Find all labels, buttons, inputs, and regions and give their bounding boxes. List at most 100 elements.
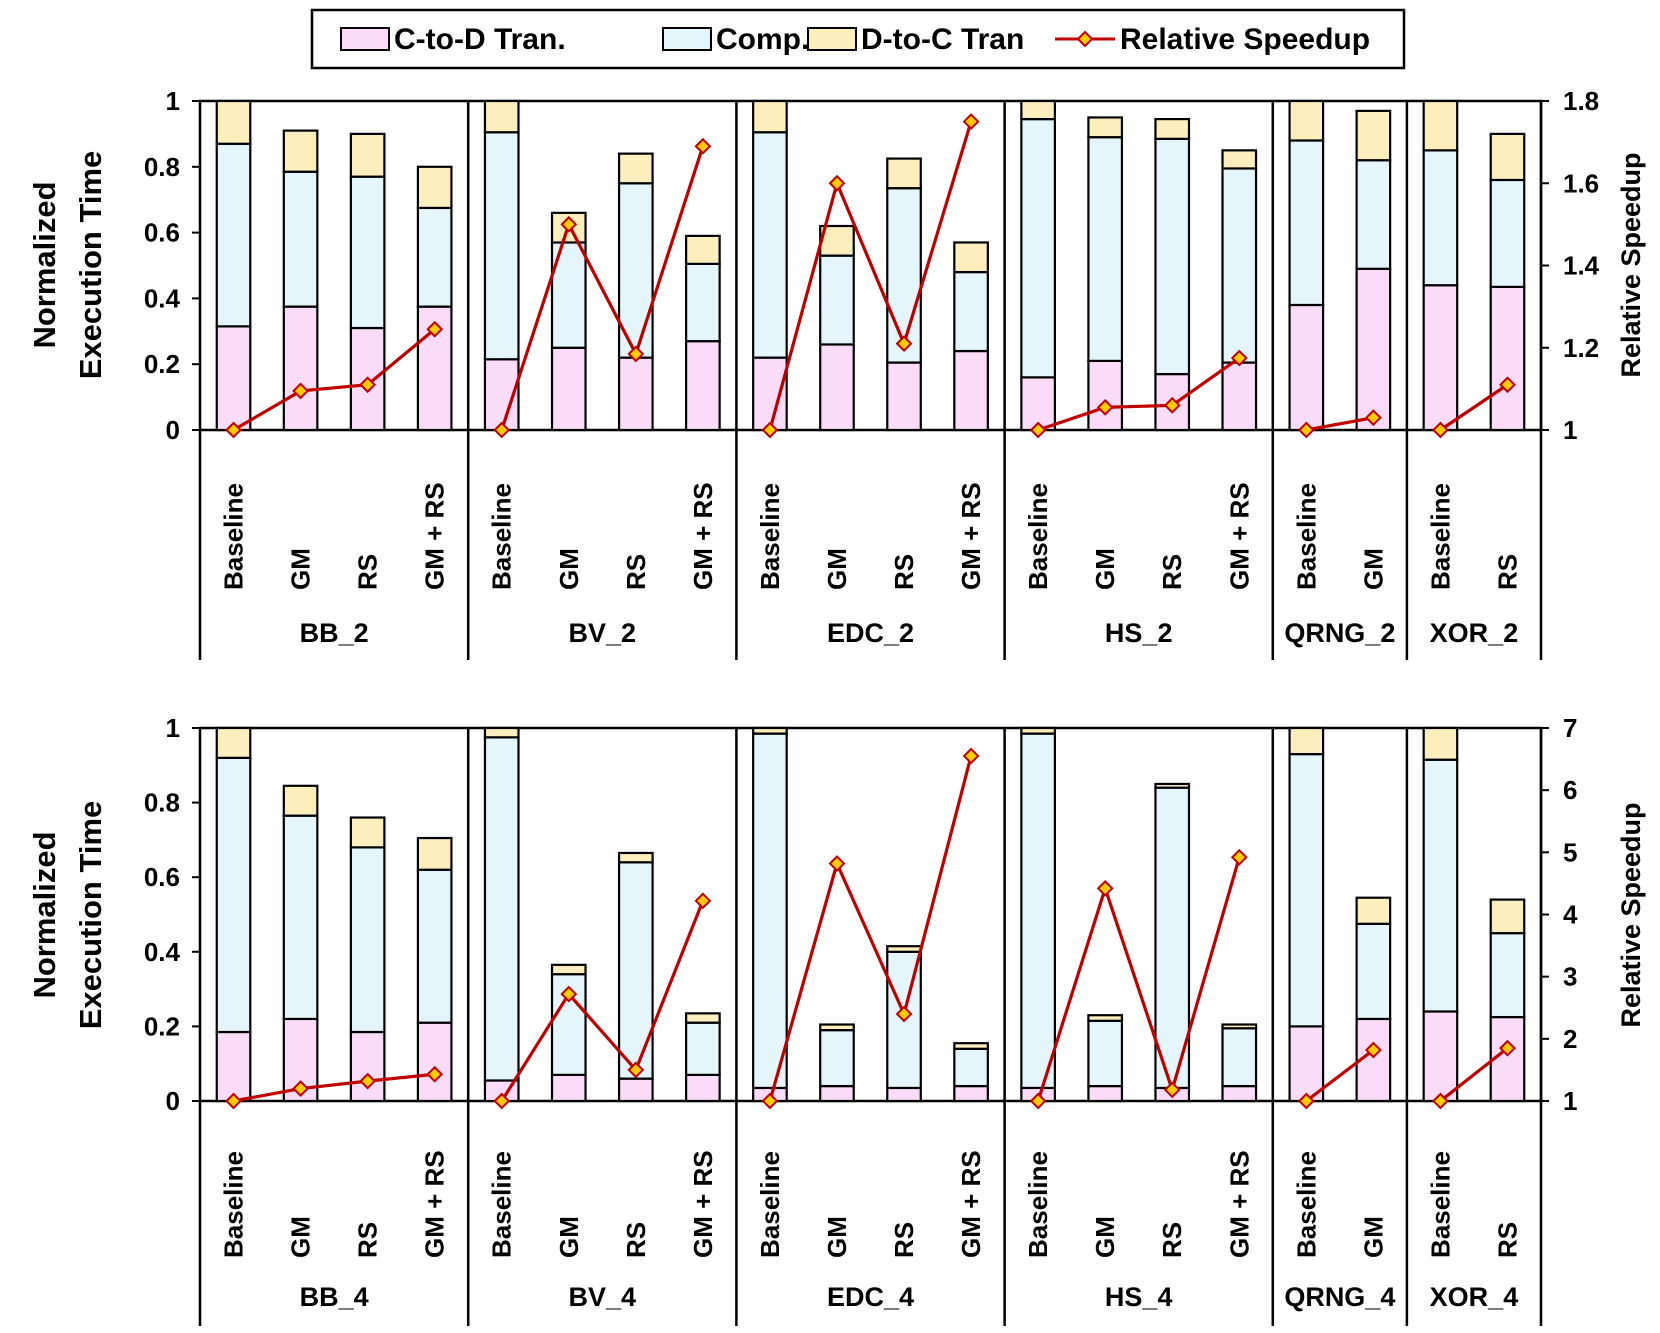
bar-segment-comp (752, 131, 788, 359)
speedup-marker (1163, 396, 1181, 414)
bar-segment-d2c (282, 784, 319, 817)
speedup-line (1036, 856, 1241, 1102)
speedup-marker (1096, 398, 1114, 416)
bar-segment-d2c (1422, 99, 1459, 152)
bar-segment-c2d (685, 340, 721, 432)
bar-segment-c2d (1422, 1010, 1459, 1103)
y2-tick-label: 1 (1563, 1086, 1577, 1116)
category-label: GM + RS (956, 482, 986, 590)
bar-segment-c2d (819, 1084, 855, 1103)
speedup-marker (1432, 1092, 1449, 1110)
bar-segment-c2d (215, 1030, 252, 1103)
bar-segment-d2c (483, 99, 520, 134)
speedup-marker (426, 1065, 444, 1083)
group-label: QRNG_2 (1284, 618, 1395, 648)
bar-segment-d2c (1489, 132, 1526, 182)
bar-segment-c2d (550, 346, 587, 432)
speedup-marker (627, 1061, 645, 1079)
bar-segment-c2d (953, 1084, 989, 1103)
group-label: BB_4 (300, 1282, 369, 1312)
bar-segment-comp (1422, 758, 1459, 1013)
bar-segment-d2c (349, 132, 386, 178)
bar-segment-comp (1288, 753, 1325, 1028)
legend-swatch-c2d (340, 27, 390, 51)
group-label: BV_4 (569, 1282, 637, 1312)
bar-segment-c2d (1288, 303, 1325, 432)
category-label: RS (1492, 1222, 1522, 1258)
speedup-marker (1230, 848, 1248, 866)
speedup-line (500, 900, 705, 1102)
category-label-text: RS (1492, 554, 1522, 590)
y-tick-label: 1 (166, 86, 180, 116)
bar-segment-d2c (1355, 109, 1392, 162)
category-label-text: Baseline (1425, 1151, 1455, 1258)
category-label: GM (1358, 548, 1388, 590)
y2-tick-label: 6 (1563, 775, 1577, 805)
category-label: RS (621, 1222, 651, 1258)
bar-segment-comp (617, 861, 654, 1080)
category-label-text: Baseline (1023, 1151, 1053, 1258)
category-label-text: RS (353, 1222, 383, 1258)
bar-segment-d2c (215, 726, 252, 759)
bar-segment-c2d (1288, 1025, 1325, 1103)
category-label: GM + RS (420, 1150, 450, 1258)
bar-segment-c2d (416, 1021, 453, 1103)
legend-label-c2d: C-to-D Tran. (394, 23, 566, 56)
bar-segment-comp (416, 206, 453, 308)
bar-segment-comp (953, 270, 989, 353)
group-label: QRNG_4 (1284, 1282, 1395, 1312)
plot-area-frame (198, 726, 1543, 1103)
legend-swatch-comp (662, 27, 712, 51)
group-label: EDC_2 (827, 618, 914, 648)
bar-segment-d2c (349, 816, 386, 849)
y2-tick-label: 7 (1563, 713, 1577, 743)
y2-tick-label: 1 (1563, 415, 1577, 445)
y-axis-title-line2: Execution Time (73, 801, 108, 1030)
bar-segment-comp (1489, 932, 1526, 1019)
bar-segment-d2c (617, 152, 654, 185)
category-label: Baseline (487, 1151, 517, 1258)
bar-segment-d2c (1020, 726, 1056, 735)
speedup-marker (493, 1092, 511, 1110)
y-axis-title-line1: Normalized (27, 831, 62, 998)
speedup-marker (761, 1092, 779, 1110)
speedup-marker (962, 747, 980, 765)
speedup-marker (828, 174, 846, 192)
bar-segment-d2c (483, 726, 520, 739)
category-label: GM + RS (1224, 1150, 1254, 1258)
bar-segment-d2c (1422, 726, 1459, 761)
y-tick-label: 0 (166, 1086, 180, 1116)
speedup-marker (493, 421, 511, 439)
category-label-text: GM (1090, 1216, 1120, 1258)
category-label-text: Baseline (755, 1151, 785, 1258)
bar-segment-d2c (1154, 782, 1191, 789)
category-label-text: Baseline (219, 1151, 249, 1258)
y-tick-label: 0.6 (144, 218, 180, 248)
bar-segment-comp (215, 756, 252, 1034)
category-label: GM (822, 1216, 852, 1258)
category-label: Baseline (487, 483, 517, 590)
y-tick-label: 0.8 (144, 152, 180, 182)
bar-segment-c2d (1087, 359, 1124, 432)
bar-segment-comp (550, 241, 587, 349)
category-label: GM (1090, 548, 1120, 590)
category-label: Baseline (1425, 1151, 1455, 1258)
bar-segment-d2c (1355, 896, 1392, 925)
bar-segment-c2d (617, 356, 654, 432)
bar-segment-c2d (1221, 1084, 1258, 1103)
speedup-marker (962, 113, 980, 130)
bar-segment-comp (282, 170, 319, 308)
bar-segment-c2d (886, 361, 922, 432)
bar-segment-comp (1154, 137, 1191, 376)
y2-tick-label: 1.4 (1563, 251, 1600, 281)
bar-segment-c2d (282, 305, 319, 432)
bar-segment-c2d (349, 1030, 386, 1103)
bar-segment-c2d (752, 356, 788, 432)
bar-segment-comp (1154, 786, 1191, 1090)
speedup-line (232, 328, 436, 432)
bar-segment-comp (483, 736, 520, 1082)
y2-tick-label: 1.8 (1563, 86, 1599, 116)
category-label: RS (1157, 554, 1187, 590)
speedup-marker (225, 421, 242, 439)
